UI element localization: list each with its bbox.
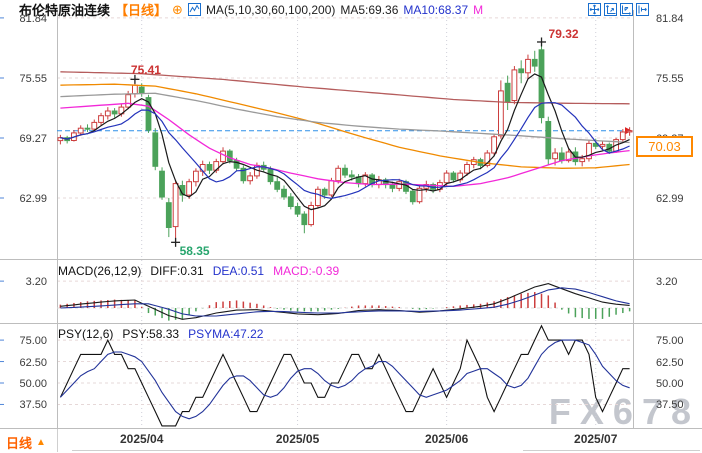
macd-hist-value: MACD:-0.39 xyxy=(273,264,340,278)
psy-value: PSY:58.33 xyxy=(122,327,180,341)
timeframe-selector[interactable]: 日线 ▲ xyxy=(6,433,46,452)
instrument-title: 布伦特原油连续 xyxy=(19,3,111,18)
main-y-axis-label: 62.99 xyxy=(656,192,684,205)
watermark: FX678 xyxy=(548,391,700,432)
psy-y-axis-label: 50.00 xyxy=(19,378,47,390)
pan-right-icon[interactable] xyxy=(636,3,649,16)
chart-toolbar xyxy=(588,3,649,16)
main-y-axis-label: 69.27 xyxy=(19,133,47,145)
ma10-value: MA10:68.37 xyxy=(403,2,469,17)
macd-diff-value: DIFF:0.31 xyxy=(150,264,204,278)
macd-dea-value: DEA:0.51 xyxy=(212,264,265,278)
x-axis-month-label: 2025/07 xyxy=(574,432,618,446)
swing-high-april-label: 75.41 xyxy=(130,63,161,78)
x-axis-scale-icon[interactable] xyxy=(620,3,633,16)
psy-title: PSY(12,6) xyxy=(58,327,114,341)
main-y-axis-label: 75.55 xyxy=(656,73,684,85)
x-axis-month-label: 2025/05 xyxy=(275,432,320,446)
x-axis-month-label: 2025/04 xyxy=(120,432,164,446)
main-y-axis-label: 81.84 xyxy=(656,12,684,25)
macd-title: MACD(26,12,9) xyxy=(58,264,142,278)
psy-header: PSY(12,6) PSY:58.33 PSYMA:47.22 xyxy=(58,327,263,341)
timeframe-label: 日线 xyxy=(6,436,33,451)
chart-header: 布伦特原油连续 【日线】 ⊕ MA(5,10,30,60,100,200) MA… xyxy=(19,1,484,19)
psy-y-axis-label: 62.50 xyxy=(656,356,684,369)
macd-y-axis-label: 3.20 xyxy=(656,276,678,289)
swing-low-april-label: 58.35 xyxy=(179,244,210,259)
ma-settings-label: MA(5,10,30,60,100,200) xyxy=(205,2,336,17)
macd-y-axis-label: 3.20 xyxy=(25,276,47,289)
main-y-axis-label: 62.99 xyxy=(19,192,47,205)
add-indicator-icon[interactable]: ⊕ xyxy=(172,2,183,17)
x-axis-month-label: 2025/06 xyxy=(424,432,469,446)
swing-high-june-label: 79.32 xyxy=(548,26,579,41)
psy-y-axis-label: 75.00 xyxy=(19,335,47,348)
psy-y-axis-label: 75.00 xyxy=(656,335,684,348)
psy-y-axis-label: 37.50 xyxy=(656,399,684,412)
main-y-axis-label: 81.84 xyxy=(19,12,47,25)
psyma-value: PSYMA:47.22 xyxy=(188,327,264,341)
timeframe-arrow-icon: ▲ xyxy=(36,437,46,448)
main-y-axis-label: 75.55 xyxy=(19,73,47,85)
psy-y-axis-label: 62.50 xyxy=(19,356,47,369)
y-axis-scale-icon[interactable] xyxy=(604,3,617,16)
psy-y-axis-label: 50.00 xyxy=(656,378,684,390)
last-price-box: 70.03 xyxy=(636,136,693,157)
ma-more-value: M xyxy=(473,2,484,17)
macd-header: MACD(26,12,9) DIFF:0.31 DEA:0.51 MACD:-0… xyxy=(58,264,339,278)
ma5-value: MA5:69.36 xyxy=(340,2,399,17)
ma-indicator-icon xyxy=(187,3,201,16)
period-tag: 【日线】 xyxy=(115,3,168,18)
crosshair-move-icon[interactable] xyxy=(588,3,601,16)
psy-y-axis-label: 37.50 xyxy=(19,399,47,412)
